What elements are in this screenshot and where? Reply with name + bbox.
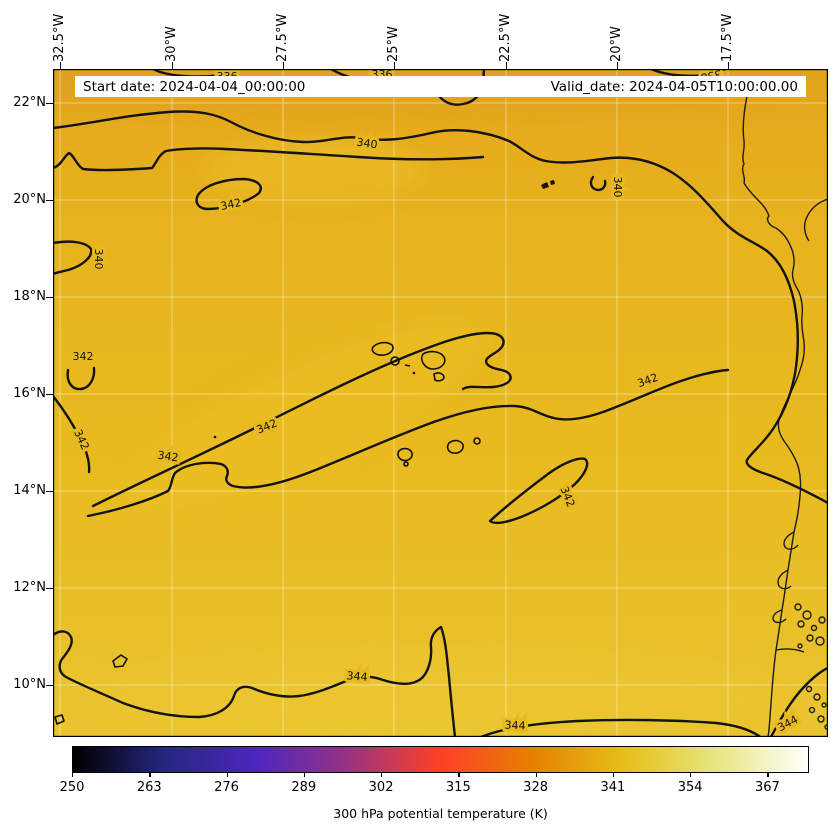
x-tick-label: 22.5°W xyxy=(498,13,513,62)
annotation-bar: Start date: 2024-04-04_00:00:00 Valid_da… xyxy=(75,76,806,97)
y-tick-mark xyxy=(46,685,53,687)
y-tick-label: 20°N xyxy=(13,192,46,207)
y-tick-mark xyxy=(46,394,53,396)
map-area: 3363363383403403403423423423423423423423… xyxy=(0,49,830,741)
x-tick-mark xyxy=(283,62,285,69)
y-tick-label: 18°N xyxy=(13,289,46,304)
contour-lines xyxy=(51,67,830,739)
contour-label: 340 xyxy=(611,177,624,198)
colorbar-tick-mark xyxy=(458,773,460,777)
colorbar-tick-label: 302 xyxy=(368,780,394,795)
y-tick-mark xyxy=(46,200,53,202)
colorbar-tick-mark xyxy=(612,773,615,777)
start-date-annotation: Start date: 2024-04-04_00:00:00 xyxy=(83,79,305,95)
x-tick-label: 17.5°W xyxy=(720,13,735,62)
colorbar-tick-label: 289 xyxy=(291,780,317,795)
x-tick-mark xyxy=(617,62,619,69)
graticule xyxy=(53,69,828,737)
x-tick-label: 30°W xyxy=(164,26,179,62)
colorbar-tick-label: 250 xyxy=(59,780,85,795)
x-tick-label: 20°W xyxy=(609,26,624,62)
colorbar-tick-label: 341 xyxy=(600,780,626,795)
y-tick-mark xyxy=(46,297,53,299)
colorbar-tick-label: 328 xyxy=(523,780,549,795)
contour-label: 342 xyxy=(157,449,180,465)
colorbar-tick-mark xyxy=(226,773,228,777)
contour-label: 344 xyxy=(504,718,526,732)
colorbar-tick-label: 367 xyxy=(754,780,780,795)
y-tick-label: 22°N xyxy=(13,95,46,110)
contour-label: 342 xyxy=(73,350,94,363)
x-tick-label: 25°W xyxy=(386,26,401,62)
y-tick-label: 12°N xyxy=(13,580,46,595)
colorbar-label: 300 hPa potential temperature (K) xyxy=(333,806,548,821)
colorbar-tick-mark xyxy=(72,773,74,777)
contour-label: 344 xyxy=(346,669,368,684)
x-tick-mark xyxy=(506,62,508,69)
contour-label: 340 xyxy=(356,136,379,152)
y-tick-mark xyxy=(46,491,53,493)
colorbar-tick-mark xyxy=(690,773,692,777)
colorbar-tick-label: 315 xyxy=(445,780,471,795)
map-frame xyxy=(53,69,828,737)
colorbar-tick-mark xyxy=(535,773,537,777)
valid-date-annotation: Valid_date: 2024-04-05T10:00:00.00 xyxy=(551,79,798,95)
x-tick-label: 27.5°W xyxy=(275,13,290,62)
colorbar-tick-label: 354 xyxy=(677,780,703,795)
cape-verde-islands xyxy=(54,180,555,725)
colorbar-tick-label: 263 xyxy=(136,780,162,795)
x-tick-mark xyxy=(394,62,396,69)
y-tick-mark xyxy=(46,588,53,590)
colorbar-tick-mark xyxy=(381,773,383,777)
colorbar-tick-mark xyxy=(767,773,769,777)
x-tick-mark xyxy=(60,62,62,69)
map-svg: 3363363383403403403423423423423423423423… xyxy=(0,49,830,739)
x-tick-mark xyxy=(172,62,174,69)
colorbar xyxy=(72,746,809,773)
colorbar-tick-mark xyxy=(149,773,151,777)
x-tick-mark xyxy=(728,62,730,69)
y-tick-label: 10°N xyxy=(13,677,46,692)
y-tick-label: 16°N xyxy=(13,386,46,401)
colorbar-tick-label: 276 xyxy=(214,780,239,795)
theta-field xyxy=(53,69,828,737)
colorbar-tick-mark xyxy=(303,773,306,777)
contour-label: 340 xyxy=(92,249,105,270)
y-tick-mark xyxy=(46,103,53,105)
x-tick-label: 32.5°W xyxy=(52,13,67,62)
y-tick-label: 14°N xyxy=(13,483,46,498)
